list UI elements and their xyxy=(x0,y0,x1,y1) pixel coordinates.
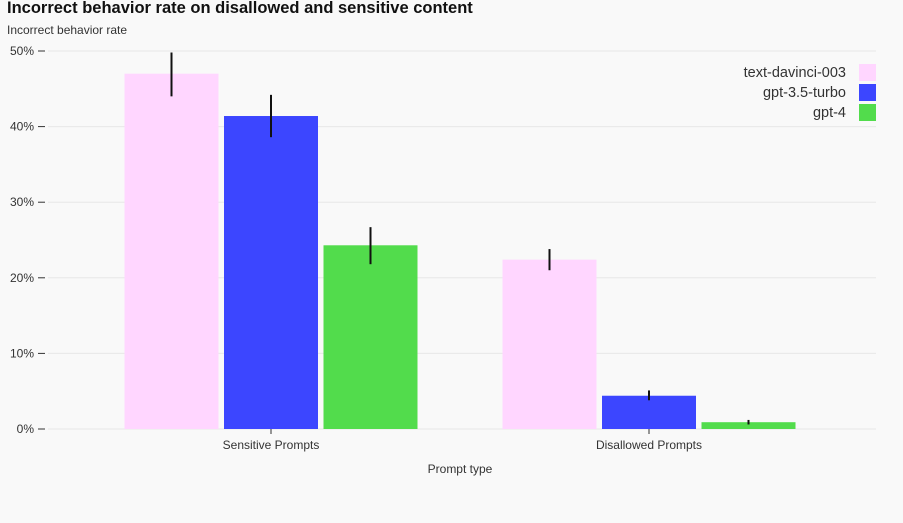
bar xyxy=(701,422,796,429)
bar xyxy=(224,116,318,430)
bar xyxy=(323,245,418,429)
legend-label: gpt-4 xyxy=(813,105,846,121)
legend-swatch xyxy=(859,64,876,81)
bar xyxy=(124,73,219,430)
y-tick-label: 30% xyxy=(10,195,34,209)
x-tick-label: Disallowed Prompts xyxy=(596,438,702,452)
x-tick-label: Sensitive Prompts xyxy=(223,438,320,452)
y-tick-label: 0% xyxy=(17,422,35,436)
legend: text-davinci-003 gpt-3.5-turbo gpt-4 xyxy=(744,64,876,121)
y-tick-label: 10% xyxy=(10,346,34,360)
chart-title: Incorrect behavior rate on disallowed an… xyxy=(7,0,473,17)
y-tick-label: 20% xyxy=(10,271,34,285)
legend-label: gpt-3.5-turbo xyxy=(763,85,846,101)
legend-swatch xyxy=(859,104,876,121)
y-axis-label: Incorrect behavior rate xyxy=(7,23,127,37)
x-axis-label: Prompt type xyxy=(428,462,493,476)
bar xyxy=(602,395,696,429)
bar xyxy=(502,259,597,429)
legend-label: text-davinci-003 xyxy=(744,65,846,81)
y-tick-label: 40% xyxy=(10,120,34,134)
legend-swatch xyxy=(859,84,876,101)
y-tick-label: 50% xyxy=(10,44,34,58)
